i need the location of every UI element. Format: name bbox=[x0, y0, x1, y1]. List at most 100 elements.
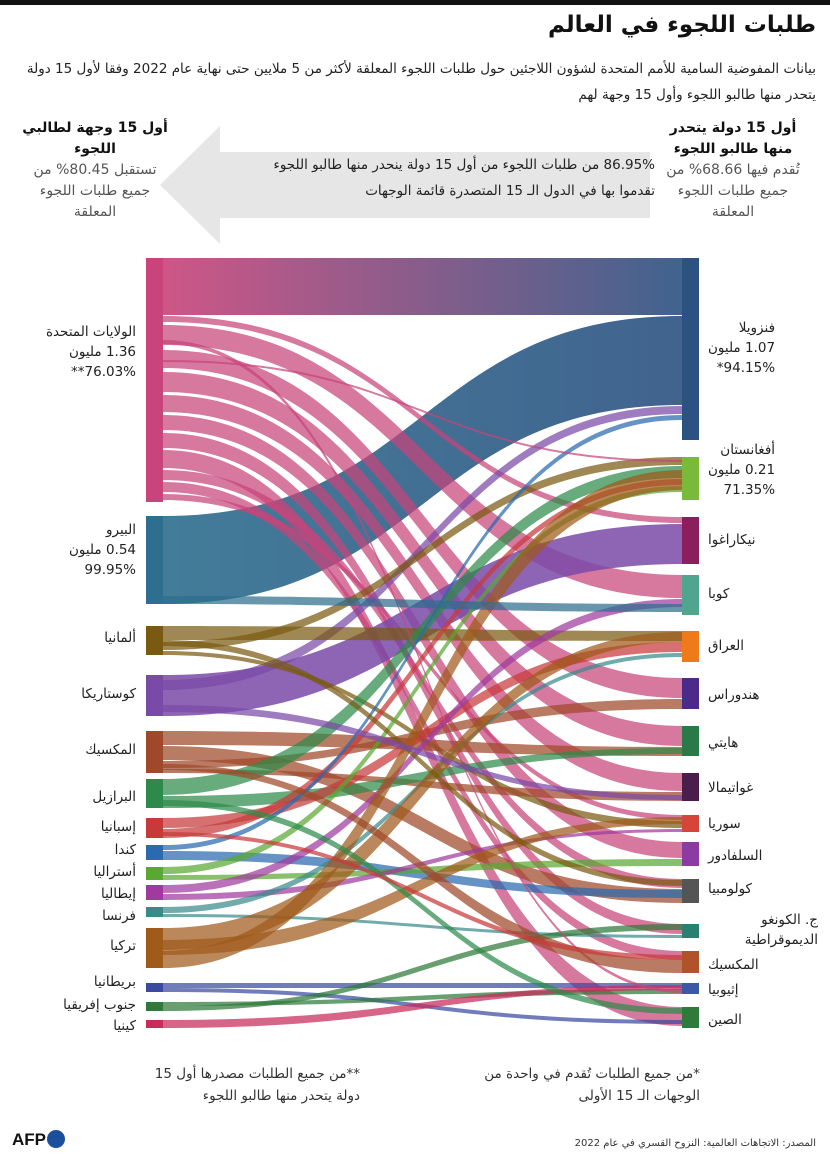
destination-label-1: الولايات المتحدة 1.36 مليون 76.03%** bbox=[46, 322, 136, 382]
destination-label-5: المكسيك bbox=[85, 740, 136, 760]
destination-name: كينيا bbox=[113, 1018, 136, 1034]
origin-value: 1.07 مليون bbox=[708, 340, 776, 356]
destination-node-15 bbox=[146, 1020, 163, 1028]
source-credit: المصدر: الاتجاهات العالمية: النزوح القسر… bbox=[574, 1138, 816, 1149]
origin-label-10: السلفادور bbox=[708, 846, 762, 866]
destination-value: 0.54 مليون bbox=[68, 542, 136, 558]
destinations-heading-pct: تستقبل 80.45% من جميع طلبات اللجوء المعل… bbox=[33, 162, 157, 220]
origin-node-1 bbox=[682, 258, 699, 440]
destination-label-7: إسبانيا bbox=[101, 817, 136, 837]
destination-name: كوستاريكا bbox=[81, 686, 136, 702]
footnote-origins: *من جميع الطلبات تُقدم في واحدة من الوجه… bbox=[484, 1066, 700, 1104]
destination-label-12: تركيا bbox=[110, 936, 136, 956]
flow-45 bbox=[163, 596, 682, 612]
origin-name: غواتيمالا bbox=[708, 780, 754, 796]
destination-name: إسبانيا bbox=[100, 819, 136, 835]
origin-node-12 bbox=[682, 924, 699, 938]
flow-20 bbox=[163, 746, 682, 903]
origin-node-10 bbox=[682, 842, 699, 866]
afp-logo: AFP bbox=[12, 1130, 65, 1150]
sankey-nodes bbox=[146, 258, 699, 1028]
origin-label-15: الصين bbox=[708, 1010, 742, 1030]
origin-node-4 bbox=[682, 575, 699, 615]
destination-label-4: كوستاريكا bbox=[81, 684, 136, 704]
origin-pct: 94.15%* bbox=[716, 360, 776, 376]
destination-name: البرازيل bbox=[92, 789, 136, 805]
destination-node-2 bbox=[146, 516, 163, 604]
destination-node-4 bbox=[146, 675, 163, 716]
origin-name: العراق bbox=[708, 638, 745, 654]
flow-25 bbox=[163, 642, 682, 828]
destination-label-10: إيطاليا bbox=[101, 884, 136, 904]
origin-label-2: أفغانستان 0.21 مليون 71.35% bbox=[708, 440, 775, 500]
origin-name: سوريا bbox=[708, 816, 741, 832]
destination-value: 1.36 مليون bbox=[68, 344, 136, 360]
destination-node-1 bbox=[146, 258, 163, 502]
destination-node-8 bbox=[146, 845, 163, 860]
flow-36 bbox=[163, 470, 682, 968]
flow-5 bbox=[163, 350, 682, 698]
origin-node-5 bbox=[682, 631, 699, 662]
flow-37 bbox=[163, 817, 682, 955]
origin-label-13: المكسيك bbox=[708, 955, 759, 975]
flow-35 bbox=[163, 632, 682, 950]
flow-46 bbox=[163, 764, 682, 973]
origin-label-8: غواتيمالا bbox=[708, 778, 753, 798]
flow-17 bbox=[163, 457, 682, 650]
flow-6 bbox=[163, 372, 682, 746]
origin-name: كوبا bbox=[708, 586, 730, 602]
origin-label-4: كوبا bbox=[708, 584, 729, 604]
destination-name: بريطانيا bbox=[93, 974, 136, 990]
flow-48 bbox=[163, 640, 682, 886]
origin-label-12: ج. الكونغو الديموقراطية bbox=[708, 910, 818, 950]
origins-heading-title: أول 15 دولة يتحدر منها طالبو اللجوء bbox=[669, 120, 797, 157]
origin-name: أفغانستان bbox=[720, 442, 776, 458]
origins-heading-pct: تُقدم فيها 68.66% من جميع طلبات اللجوء ا… bbox=[666, 162, 800, 220]
origin-node-8 bbox=[682, 773, 699, 801]
destination-label-13: بريطانيا bbox=[94, 972, 136, 992]
destination-node-10 bbox=[146, 885, 163, 900]
page-subtitle: بيانات المفوضية السامية للأمم المتحدة لش… bbox=[26, 61, 816, 103]
origin-node-15 bbox=[682, 1007, 699, 1028]
origin-node-9 bbox=[682, 815, 699, 832]
origin-name: السلفادور bbox=[708, 848, 763, 864]
origin-node-7 bbox=[682, 726, 699, 756]
flow-28 bbox=[163, 851, 682, 898]
origin-name: هندوراس bbox=[708, 687, 760, 703]
destination-name: البيرو bbox=[106, 522, 136, 538]
destination-pct: 99.95% bbox=[84, 562, 136, 578]
flow-43 bbox=[163, 340, 682, 993]
destination-node-3 bbox=[146, 626, 163, 655]
destination-name: جنوب إفريقيا bbox=[63, 997, 136, 1013]
origin-label-7: هايتي bbox=[708, 733, 738, 753]
top-rule bbox=[0, 0, 830, 5]
destination-name: الولايات المتحدة bbox=[45, 324, 136, 340]
destination-name: أستراليا bbox=[93, 864, 136, 880]
footnote-destinations: **من جميع الطلبات مصدرها أول 15 دولة يتح… bbox=[154, 1066, 360, 1104]
flow-27 bbox=[163, 415, 682, 850]
destination-name: ألمانيا bbox=[104, 630, 136, 646]
origin-label-6: هندوراس bbox=[708, 685, 760, 705]
origin-name: كولومبيا bbox=[708, 881, 752, 897]
destination-node-12 bbox=[146, 928, 163, 968]
flow-34 bbox=[163, 914, 682, 938]
origin-node-2 bbox=[682, 457, 699, 500]
destinations-heading: أول 15 وجهة لطالبي اللجوء تستقبل 80.45% … bbox=[20, 118, 170, 223]
flow-7 bbox=[163, 395, 682, 791]
flow-4 bbox=[163, 325, 682, 598]
destination-name: المكسيك bbox=[85, 742, 136, 758]
destination-node-5 bbox=[146, 731, 163, 773]
flow-41 bbox=[163, 924, 682, 1011]
destinations-heading-title: أول 15 وجهة لطالبي اللجوء bbox=[22, 120, 168, 157]
origin-name: ج. الكونغو الديموقراطية bbox=[744, 912, 818, 948]
flow-49 bbox=[163, 705, 682, 800]
origin-label-3: نيكاراغوا bbox=[708, 530, 755, 550]
destination-node-9 bbox=[146, 867, 163, 880]
flow-42 bbox=[163, 985, 682, 1028]
destination-node-7 bbox=[146, 818, 163, 838]
origin-node-13 bbox=[682, 951, 699, 973]
origin-label-5: العراق bbox=[708, 636, 744, 656]
page-title: طلبات اللجوء في العالم bbox=[547, 12, 816, 38]
